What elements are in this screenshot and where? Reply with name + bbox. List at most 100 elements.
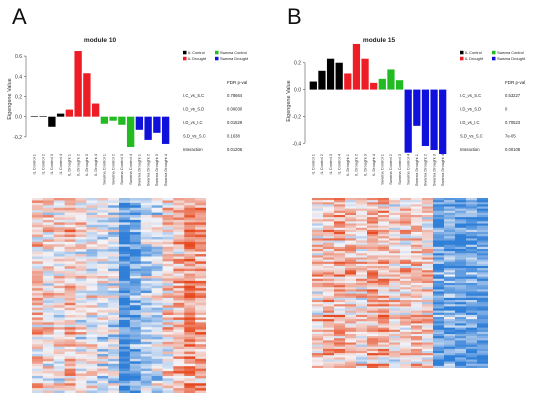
heatmap-cell	[345, 355, 357, 358]
heatmap-cell	[129, 332, 142, 335]
heatmap-cell	[466, 251, 478, 254]
heatmap-cell	[477, 251, 488, 254]
heatmap-cell	[173, 319, 185, 323]
heatmap-cell	[455, 304, 467, 307]
heatmap-cell	[108, 307, 120, 311]
heatmap-cell	[312, 310, 324, 314]
heatmap-cell	[53, 224, 65, 228]
heatmap-cell	[184, 390, 196, 393]
heatmap-cell	[400, 208, 412, 212]
heatmap-cell	[119, 390, 131, 393]
heatmap-cell	[173, 363, 185, 367]
heatmap-cell	[378, 308, 390, 311]
bar	[413, 89, 421, 126]
heatmap-cell	[173, 327, 185, 330]
heatmap-cell	[312, 346, 324, 350]
heatmap-cell	[411, 329, 423, 333]
heatmap-cell	[129, 329, 142, 333]
heatmap-cell	[151, 358, 163, 362]
heatmap-cell	[312, 295, 324, 299]
heatmap-cell	[162, 276, 174, 279]
heatmap-cell	[86, 349, 98, 352]
heatmap-cell	[151, 310, 163, 313]
heatmap-cell	[86, 249, 98, 252]
heatmap-cell	[53, 200, 65, 204]
heatmap-cell	[389, 255, 401, 258]
heatmap-cell	[75, 310, 87, 313]
heatmap-cell	[86, 198, 98, 201]
heatmap-cell	[389, 217, 401, 220]
heatmap-cell	[32, 212, 44, 216]
heatmap-cell	[151, 300, 163, 304]
heatmap-cell	[75, 244, 87, 248]
heatmap-cell	[334, 357, 346, 360]
heatmap-cell	[64, 373, 76, 377]
heatmap-cell	[195, 388, 206, 391]
heatmap-cell	[97, 227, 109, 230]
heatmap-cell	[97, 285, 109, 289]
heatmap-cell	[86, 356, 98, 360]
heatmap-cell	[42, 368, 55, 372]
heatmap-cell	[32, 322, 44, 326]
heatmap-cell	[97, 276, 109, 279]
heatmap-cell	[433, 251, 445, 254]
heatmap-cell	[119, 229, 131, 233]
heatmap-cell	[345, 291, 357, 294]
heatmap-cell	[433, 351, 445, 354]
heatmap-cell	[433, 306, 445, 309]
heatmap-cell	[184, 246, 196, 250]
heatmap-cell	[173, 315, 185, 318]
heatmap-cell	[323, 293, 335, 297]
heatmap-cell	[162, 317, 174, 321]
heatmap-cell	[477, 295, 488, 299]
heatmap-cell	[32, 319, 44, 323]
heatmap-cell	[411, 249, 423, 252]
heatmap-cell	[119, 368, 131, 372]
heatmap-cell	[140, 371, 152, 374]
heatmap-cell	[86, 339, 98, 343]
heatmap-cell	[378, 242, 390, 246]
heatmap-cell	[162, 239, 174, 243]
heatmap-cell	[334, 234, 346, 237]
heatmap-cell	[312, 306, 324, 309]
heatmap-cell	[356, 314, 368, 318]
heatmap-cell	[444, 236, 456, 239]
x-tick-label: Swarna Drought 3	[154, 153, 159, 186]
heatmap-cell	[32, 266, 44, 269]
legend-swatch	[215, 50, 219, 55]
heatmap-cell	[53, 263, 65, 267]
heatmap-cell	[129, 266, 142, 269]
heatmap-cell	[334, 263, 346, 267]
heatmap-cell	[389, 325, 401, 328]
heatmap-cell	[86, 310, 98, 313]
heatmap-cell	[108, 249, 120, 252]
heatmap-cell	[455, 353, 467, 356]
heatmap-cell	[151, 273, 163, 277]
heatmap-cell	[32, 251, 44, 255]
heatmap-cell	[173, 280, 185, 284]
heatmap-cell	[477, 353, 488, 356]
heatmap-cell	[97, 302, 109, 306]
bar	[430, 89, 438, 150]
heatmap-cell	[184, 266, 196, 269]
heatmap-cell	[162, 388, 174, 391]
heatmap-cell	[64, 232, 76, 235]
heatmap-cell	[345, 312, 357, 316]
heatmap-cell	[323, 223, 335, 226]
heatmap-cell	[64, 361, 76, 365]
heatmap-cell	[119, 315, 131, 318]
heatmap-cell	[356, 295, 368, 299]
heatmap-cell	[356, 223, 368, 226]
heatmap-cell	[173, 322, 185, 326]
heatmap-cell	[140, 346, 152, 350]
heatmap-cell	[64, 324, 76, 328]
heatmap-cell	[162, 327, 174, 330]
heatmap-cell	[455, 221, 467, 224]
heatmap-cell	[356, 283, 368, 286]
heatmap-cell	[173, 361, 185, 365]
heatmap-cell	[433, 353, 445, 356]
heatmap-cell	[400, 232, 412, 235]
heatmap-cell	[433, 323, 445, 326]
heatmap-cell	[140, 227, 152, 230]
heatmap-cell	[378, 285, 390, 288]
